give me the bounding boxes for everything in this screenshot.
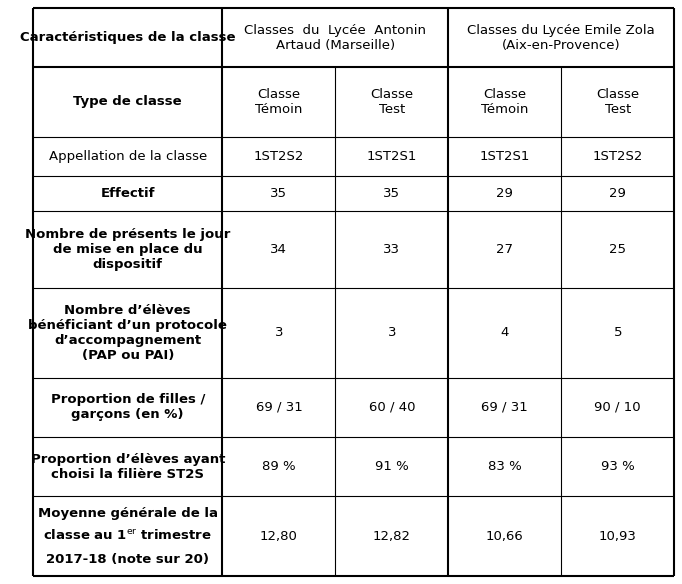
Text: 12,80: 12,80 xyxy=(260,530,298,543)
Text: 91 %: 91 % xyxy=(375,460,409,473)
Bar xyxy=(222,496,336,576)
Bar xyxy=(448,288,561,378)
Text: 1ST2S2: 1ST2S2 xyxy=(593,150,643,162)
Text: 25: 25 xyxy=(609,243,626,256)
Bar xyxy=(222,137,336,176)
Text: 89 %: 89 % xyxy=(262,460,296,473)
Text: 35: 35 xyxy=(270,187,287,200)
Bar xyxy=(33,288,222,378)
Bar xyxy=(33,437,222,496)
Bar xyxy=(33,211,222,288)
Bar xyxy=(336,176,448,211)
Bar xyxy=(336,67,448,137)
Text: 10,93: 10,93 xyxy=(599,530,637,543)
Text: 29: 29 xyxy=(610,187,626,200)
Bar xyxy=(561,211,674,288)
Text: 3: 3 xyxy=(387,326,396,339)
Bar xyxy=(448,211,561,288)
Bar xyxy=(33,496,222,576)
Bar xyxy=(33,378,222,437)
Text: 69 / 31: 69 / 31 xyxy=(256,401,302,414)
Text: 33: 33 xyxy=(383,243,400,256)
Bar xyxy=(222,211,336,288)
Text: 60 / 40: 60 / 40 xyxy=(368,401,415,414)
Bar xyxy=(448,176,561,211)
Text: 93 %: 93 % xyxy=(601,460,635,473)
Text: 5: 5 xyxy=(614,326,622,339)
Bar xyxy=(336,288,448,378)
Text: 2017-18 (note sur 20): 2017-18 (note sur 20) xyxy=(46,553,209,566)
Bar xyxy=(33,176,222,211)
Text: Type de classe: Type de classe xyxy=(74,96,182,109)
Text: 90 / 10: 90 / 10 xyxy=(595,401,641,414)
Bar xyxy=(33,137,222,176)
Bar xyxy=(222,288,336,378)
Bar xyxy=(33,8,222,67)
Text: Classe
Test: Classe Test xyxy=(596,88,639,116)
Bar xyxy=(222,8,448,67)
Text: Proportion d’élèves ayant
choisi la filière ST2S: Proportion d’élèves ayant choisi la fili… xyxy=(31,453,225,481)
Bar xyxy=(336,437,448,496)
Bar xyxy=(336,137,448,176)
Text: 34: 34 xyxy=(271,243,287,256)
Text: 27: 27 xyxy=(496,243,514,256)
Text: 1ST2S2: 1ST2S2 xyxy=(254,150,304,162)
Text: 1ST2S1: 1ST2S1 xyxy=(367,150,417,162)
Text: 4: 4 xyxy=(501,326,509,339)
Text: Nombre d’élèves
bénéficiant d’un protocole
d’accompagnement
(PAP ou PAI): Nombre d’élèves bénéficiant d’un protoco… xyxy=(28,304,227,362)
Text: 1ST2S1: 1ST2S1 xyxy=(479,150,530,162)
Text: Effectif: Effectif xyxy=(100,187,155,200)
Bar xyxy=(222,378,336,437)
Bar xyxy=(561,176,674,211)
Bar xyxy=(561,437,674,496)
Bar xyxy=(448,496,561,576)
Bar xyxy=(222,176,336,211)
Text: 10,66: 10,66 xyxy=(486,530,524,543)
Text: Nombre de présents le jour
de mise en place du
dispositif: Nombre de présents le jour de mise en pl… xyxy=(25,228,231,271)
Text: 3: 3 xyxy=(275,326,283,339)
Bar xyxy=(448,67,561,137)
Bar xyxy=(336,378,448,437)
Text: Classes du Lycée Emile Zola
(Aix-en-Provence): Classes du Lycée Emile Zola (Aix-en-Prov… xyxy=(467,23,655,51)
Bar xyxy=(336,496,448,576)
Text: Classe
Témoin: Classe Témoin xyxy=(481,88,529,116)
Bar xyxy=(561,67,674,137)
Text: Proportion de filles /
garçons (en %): Proportion de filles / garçons (en %) xyxy=(50,394,205,422)
Text: Moyenne générale de la: Moyenne générale de la xyxy=(38,506,218,520)
Bar xyxy=(448,137,561,176)
Bar xyxy=(561,288,674,378)
Text: 35: 35 xyxy=(383,187,400,200)
Bar xyxy=(448,8,674,67)
Text: 83 %: 83 % xyxy=(488,460,522,473)
Bar xyxy=(222,437,336,496)
Text: Caractéristiques de la classe: Caractéristiques de la classe xyxy=(20,31,235,44)
Text: 69 / 31: 69 / 31 xyxy=(481,401,529,414)
Text: 29: 29 xyxy=(496,187,514,200)
Bar xyxy=(336,211,448,288)
Text: Classe
Témoin: Classe Témoin xyxy=(255,88,303,116)
Bar xyxy=(561,378,674,437)
Text: Classes  du  Lycée  Antonin
Artaud (Marseille): Classes du Lycée Antonin Artaud (Marseil… xyxy=(244,23,426,51)
Bar xyxy=(561,137,674,176)
Bar xyxy=(448,378,561,437)
Text: Appellation de la classe: Appellation de la classe xyxy=(48,150,207,162)
Text: classe au 1$^\mathrm{er}$ trimestre: classe au 1$^\mathrm{er}$ trimestre xyxy=(43,529,212,543)
Bar xyxy=(33,67,222,137)
Bar xyxy=(448,437,561,496)
Bar xyxy=(222,67,336,137)
Text: Classe
Test: Classe Test xyxy=(370,88,413,116)
Text: 12,82: 12,82 xyxy=(373,530,411,543)
Bar xyxy=(561,496,674,576)
